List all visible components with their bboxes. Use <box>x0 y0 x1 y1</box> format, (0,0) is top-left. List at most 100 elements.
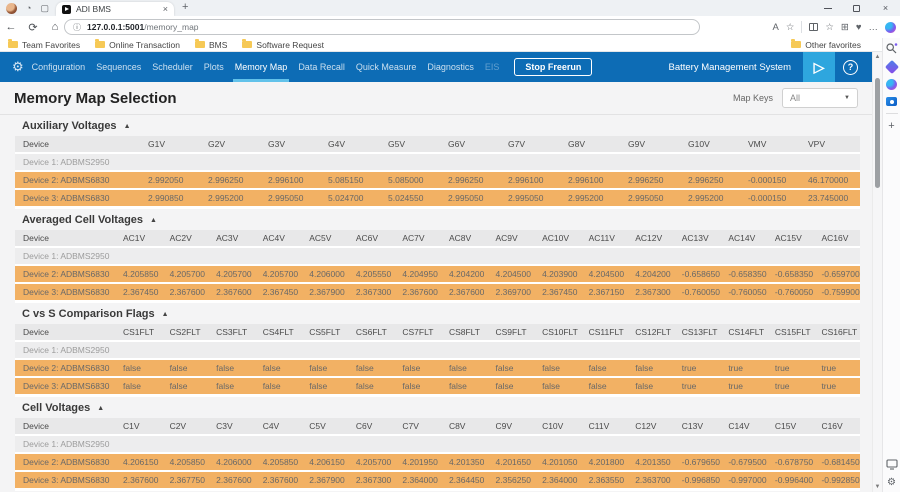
table-row[interactable]: Device 2: ADBMS6830falsefalsefalsefalsef… <box>15 360 860 376</box>
value-cell: true <box>813 360 860 376</box>
value-cell: 4.206150 <box>115 454 162 470</box>
value-cell <box>255 248 302 264</box>
column-header: CS10FLT <box>534 324 581 340</box>
table-header-row: DeviceCS1FLTCS2FLTCS3FLTCS4FLTCS5FLTCS6F… <box>15 324 860 340</box>
column-header: AC1V <box>115 230 162 246</box>
table-row[interactable]: Device 2: ADBMS68302.9920502.9962502.996… <box>15 172 860 188</box>
value-cell <box>440 154 500 170</box>
table-row[interactable]: Device 1: ADBMS2950 <box>15 342 860 358</box>
column-header: VPV <box>800 136 860 152</box>
bookmark-online-transaction[interactable]: Online Transaction <box>95 40 180 50</box>
value-cell: 4.205850 <box>255 454 302 470</box>
scroll-down-icon[interactable]: ▼ <box>873 484 882 490</box>
map-keys-select[interactable]: All ▼ <box>782 88 858 108</box>
section-collapse-toggle[interactable]: Cell Voltages ▲ <box>22 401 872 415</box>
column-header: AC2V <box>162 230 209 246</box>
table-row[interactable]: Device 3: ADBMS6830falsefalsefalsefalsef… <box>15 378 860 394</box>
help-button[interactable]: ? <box>843 60 858 75</box>
bookmark-team-favorites[interactable]: Team Favorites <box>8 40 80 50</box>
new-tab-button[interactable]: + <box>182 1 188 13</box>
column-header: AC6V <box>348 230 395 246</box>
value-cell: false <box>581 360 628 376</box>
refresh-icon[interactable]: ⟳ <box>22 21 44 34</box>
collapse-icon: ▲ <box>150 217 157 224</box>
value-cell: -0.760050 <box>720 284 767 300</box>
settings-gear-icon[interactable]: ⚙ <box>887 477 896 488</box>
copilot-icon[interactable] <box>885 22 896 33</box>
nav-item-diagnostics[interactable]: Diagnostics <box>427 52 474 82</box>
more-options-icon[interactable]: … <box>869 22 879 33</box>
site-info-icon[interactable]: ⓘ <box>73 22 81 33</box>
bookmark-bms[interactable]: BMS <box>195 40 227 50</box>
other-favorites[interactable]: Other favorites <box>791 40 861 50</box>
value-cell: 2.364000 <box>534 472 581 488</box>
nav-item-data-recall[interactable]: Data Recall <box>298 52 345 82</box>
collapse-icon: ▲ <box>162 311 169 318</box>
play-button[interactable]: ▷ <box>803 52 835 82</box>
value-cell: 2.363700 <box>627 472 674 488</box>
collections-icon[interactable]: ⊞ <box>841 22 849 33</box>
add-favorite-icon[interactable]: ☆ <box>786 22 795 33</box>
minimize-button[interactable] <box>813 0 842 16</box>
nav-item-quick-measure[interactable]: Quick Measure <box>356 52 417 82</box>
column-header: G6V <box>440 136 500 152</box>
read-aloud-icon[interactable]: A <box>772 22 778 33</box>
bookmark-software-request[interactable]: Software Request <box>242 40 324 50</box>
home-icon[interactable]: ⌂ <box>44 21 66 33</box>
device-cell: Device 2: ADBMS6830 <box>15 454 115 470</box>
value-cell: 4.205850 <box>115 266 162 282</box>
scrollbar-thumb[interactable] <box>875 78 880 188</box>
search-icon[interactable] <box>885 42 898 55</box>
value-cell <box>115 248 162 264</box>
nav-item-eis[interactable]: EIS <box>485 52 500 82</box>
table-row[interactable]: Device 2: ADBMS68304.2058504.2057004.205… <box>15 266 860 282</box>
browser-essentials-icon[interactable]: ♥ <box>856 22 862 33</box>
shopping-tag-icon[interactable] <box>884 60 898 74</box>
designer-icon[interactable] <box>886 97 897 106</box>
value-cell: 2.367450 <box>255 284 302 300</box>
value-cell: 2.996100 <box>260 172 320 188</box>
gear-icon[interactable]: ⚙ <box>12 59 24 75</box>
add-sidebar-item-icon[interactable]: + <box>888 121 894 131</box>
table-row[interactable]: Device 1: ADBMS2950 <box>15 154 860 170</box>
screenshot-icon[interactable] <box>886 459 898 470</box>
nav-item-sequences[interactable]: Sequences <box>96 52 141 82</box>
page-scrollbar[interactable]: ▲ ▼ <box>872 52 882 492</box>
table-row[interactable]: Device 1: ADBMS2950 <box>15 436 860 452</box>
nav-item-memory-map[interactable]: Memory Map <box>235 52 288 82</box>
favorites-icon[interactable]: ☆ <box>825 22 834 33</box>
column-header: C4V <box>255 418 302 434</box>
table-row[interactable]: Device 3: ADBMS68302.9908502.9952002.995… <box>15 190 860 206</box>
value-cell <box>620 154 680 170</box>
copilot-sidebar-icon[interactable] <box>886 79 897 90</box>
split-screen-icon[interactable] <box>809 23 818 31</box>
table-header-row: DeviceAC1VAC2VAC3VAC4VAC5VAC6VAC7VAC8VAC… <box>15 230 860 246</box>
section-collapse-toggle[interactable]: Averaged Cell Voltages ▲ <box>22 213 872 227</box>
nav-item-configuration[interactable]: Configuration <box>32 52 86 82</box>
section-collapse-toggle[interactable]: Auxiliary Voltages ▲ <box>22 119 872 133</box>
device-cell: Device 2: ADBMS6830 <box>15 172 140 188</box>
bms-app: ⚙ Configuration Sequences Scheduler Plots Me… <box>0 52 872 492</box>
scroll-up-icon[interactable]: ▲ <box>873 54 882 60</box>
tab-actions-icon[interactable]: ▢ <box>40 0 49 16</box>
stop-freerun-button[interactable]: Stop Freerun <box>514 58 592 76</box>
table-row[interactable]: Device 2: ADBMS68304.2061504.2058504.206… <box>15 454 860 470</box>
address-bar[interactable]: ⓘ 127.0.0.1:5001 /memory_map <box>64 19 700 35</box>
value-cell <box>208 436 255 452</box>
close-tab-icon[interactable]: × <box>163 4 168 14</box>
maximize-button[interactable] <box>842 0 871 16</box>
table-row[interactable]: Device 3: ADBMS68302.3676002.3677502.367… <box>15 472 860 488</box>
workspaces-icon[interactable]: ◔ <box>26 0 31 16</box>
table-row[interactable]: Device 1: ADBMS2950 <box>15 248 860 264</box>
nav-item-scheduler[interactable]: Scheduler <box>152 52 193 82</box>
value-cell <box>813 342 860 358</box>
nav-item-plots[interactable]: Plots <box>204 52 224 82</box>
browser-tab[interactable]: ADI BMS × <box>56 2 174 16</box>
column-header: AC15V <box>767 230 814 246</box>
back-icon[interactable]: ← <box>0 21 22 33</box>
close-window-button[interactable]: × <box>871 0 900 16</box>
profile-avatar[interactable] <box>6 3 17 14</box>
device-cell: Device 3: ADBMS6830 <box>15 378 115 394</box>
section-collapse-toggle[interactable]: C vs S Comparison Flags ▲ <box>22 307 872 321</box>
table-row[interactable]: Device 3: ADBMS68302.3674502.3676002.367… <box>15 284 860 300</box>
